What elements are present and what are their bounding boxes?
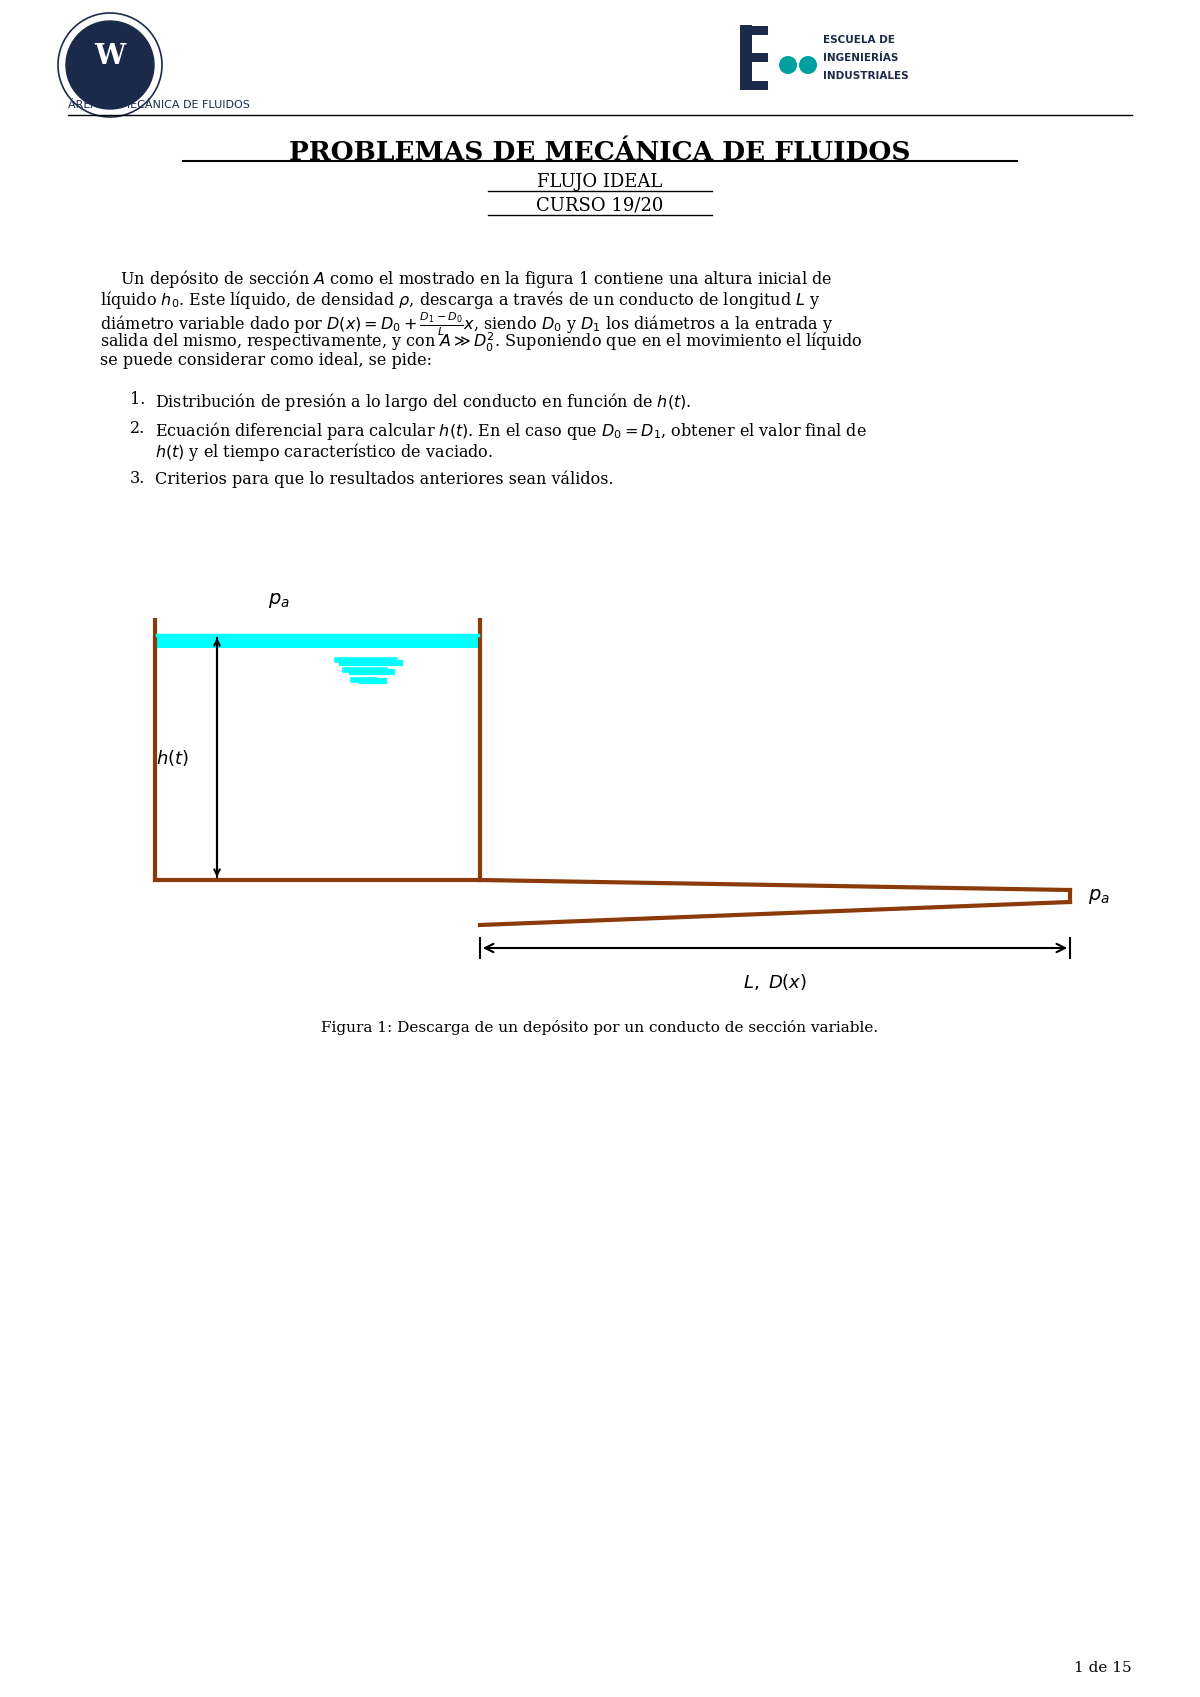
- Text: ESCUELA DE: ESCUELA DE: [823, 36, 895, 46]
- Text: $p_a$: $p_a$: [1088, 886, 1110, 906]
- Text: FLUJO IDEAL: FLUJO IDEAL: [538, 173, 662, 192]
- Text: diámetro variable dado por $D(x) = D_0 + \frac{D_1-D_0}{L}x$, siendo $D_0$ y $D_: diámetro variable dado por $D(x) = D_0 +…: [100, 311, 834, 338]
- Text: INDUSTRIALES: INDUSTRIALES: [823, 71, 908, 81]
- Text: Figura 1: Descarga de un depósito por un conducto de sección variable.: Figura 1: Descarga de un depósito por un…: [322, 1020, 878, 1035]
- Text: $L,\ D(x)$: $L,\ D(x)$: [743, 972, 808, 993]
- Text: $p_a$: $p_a$: [268, 591, 289, 609]
- Circle shape: [799, 56, 817, 75]
- Text: PROBLEMAS DE MECÁNICA DE FLUIDOS: PROBLEMAS DE MECÁNICA DE FLUIDOS: [289, 139, 911, 165]
- Text: Un depósito de sección $A$ como el mostrado en la figura 1 contiene una altura i: Un depósito de sección $A$ como el mostr…: [100, 268, 833, 290]
- Text: Ecuación diferencial para calcular $h(t)$. En el caso que $D_0 = D_1$, obtener e: Ecuación diferencial para calcular $h(t)…: [155, 419, 866, 441]
- Text: 2.: 2.: [130, 419, 145, 438]
- Text: UNIVERSITAS: UNIVERSITAS: [90, 29, 131, 34]
- Text: $h(t)$ y el tiempo característico de vaciado.: $h(t)$ y el tiempo característico de vac…: [155, 441, 493, 463]
- Text: líquido $h_0$. Este líquido, de densidad $\rho$, descarga a través de un conduct: líquido $h_0$. Este líquido, de densidad…: [100, 288, 821, 311]
- Bar: [740, 25, 752, 90]
- Bar: [157, 635, 478, 648]
- Text: 3.: 3.: [130, 470, 145, 487]
- Text: ALACITTA: ALACITTA: [95, 95, 125, 100]
- Bar: [740, 81, 768, 90]
- Text: Distribución de presión a lo largo del conducto en función de $h(t)$.: Distribución de presión a lo largo del c…: [155, 390, 691, 412]
- Text: Criterios para que lo resultados anteriores sean válidos.: Criterios para que lo resultados anterio…: [155, 470, 613, 487]
- Text: 1.: 1.: [130, 390, 145, 407]
- Bar: [740, 53, 768, 63]
- Bar: [740, 25, 768, 36]
- Text: se puede considerar como ideal, se pide:: se puede considerar como ideal, se pide:: [100, 351, 432, 368]
- Text: CURSO 19/20: CURSO 19/20: [536, 197, 664, 216]
- Text: $h(t)$: $h(t)$: [156, 747, 188, 767]
- Text: W: W: [95, 44, 126, 71]
- Text: salida del mismo, respectivamente, y con $A \gg D_0^2$. Suponiendo que en el mov: salida del mismo, respectivamente, y con…: [100, 331, 863, 355]
- Text: ÁREA DE MECÁNICA DE FLUIDOS: ÁREA DE MECÁNICA DE FLUIDOS: [68, 100, 250, 110]
- Text: 1 de 15: 1 de 15: [1074, 1661, 1132, 1675]
- Circle shape: [779, 56, 797, 75]
- Circle shape: [66, 20, 154, 109]
- Text: INGENIERÍAS: INGENIERÍAS: [823, 53, 899, 63]
